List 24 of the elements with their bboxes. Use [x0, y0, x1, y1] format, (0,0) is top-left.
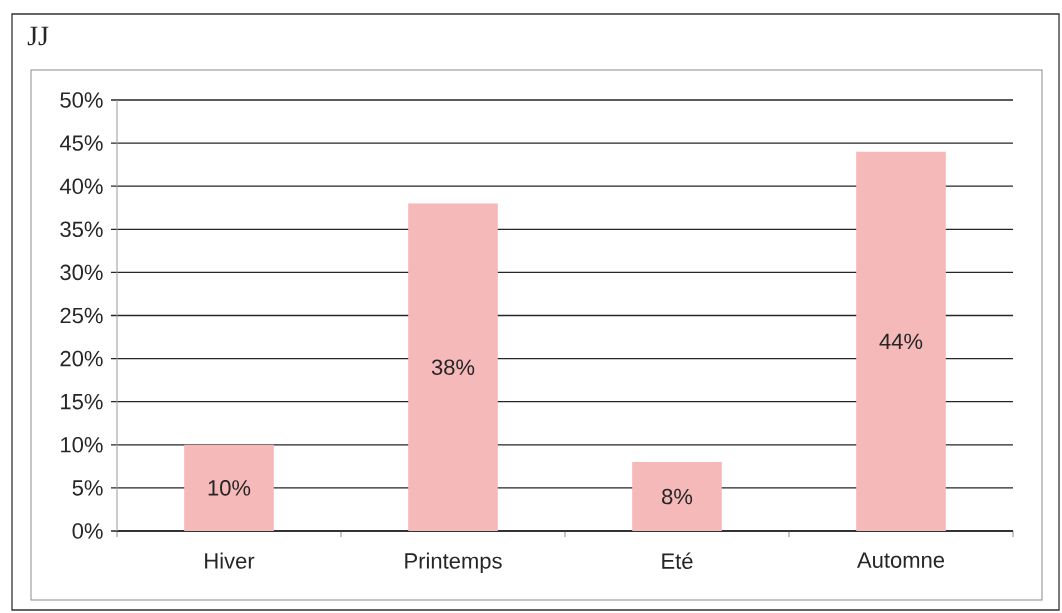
bar [408, 203, 498, 531]
data-label: 10% [208, 480, 251, 496]
y-tick-label: 25% [60, 307, 103, 324]
x-tick-label: Automne [857, 552, 945, 568]
data-label: 8% [662, 488, 693, 505]
x-tick-label: Hiver [205, 552, 255, 569]
x-tick-label: Eté [662, 552, 693, 569]
bar [632, 462, 722, 531]
y-tick-label: 45% [59, 135, 103, 151]
y-tick-label: 15% [61, 393, 103, 410]
x-tick-label: Printemps [405, 552, 502, 574]
chart-title: JJ [27, 26, 49, 46]
y-tick-label: 35% [60, 221, 103, 238]
bar [184, 444, 274, 531]
y-tick-label: 0% [72, 523, 103, 539]
y-tick-label: 10% [61, 437, 103, 453]
y-tick-label: 40% [59, 178, 103, 194]
data-label: 44% [879, 333, 923, 350]
data-label: 38% [431, 359, 475, 376]
y-tick-label: 20% [60, 350, 103, 367]
y-tick-label: 50% [60, 92, 103, 108]
y-tick-label: 5% [72, 480, 103, 496]
y-tick-label: 30% [60, 264, 103, 281]
bar [856, 151, 946, 531]
